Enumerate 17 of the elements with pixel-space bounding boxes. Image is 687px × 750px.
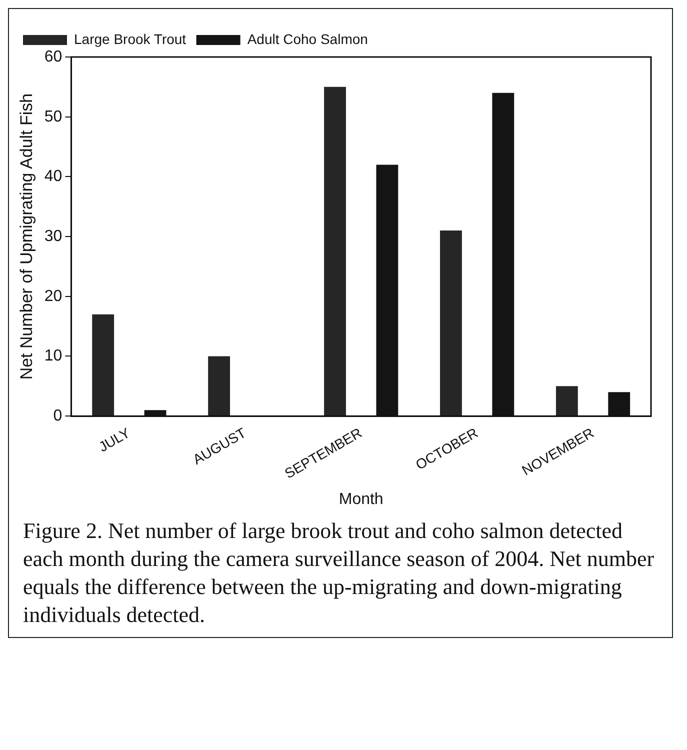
y-tick-label: 10 [44, 348, 62, 365]
bar [556, 386, 578, 416]
bar [440, 230, 462, 416]
y-tick-label: 20 [44, 288, 62, 305]
bar [92, 314, 114, 416]
bar [208, 356, 230, 416]
legend-label: Large Brook Trout [74, 30, 186, 47]
bar [324, 86, 346, 416]
legend-label: Adult Coho Salmon [247, 30, 368, 47]
y-tick-label: 0 [53, 407, 62, 424]
y-axis-title: Net Number of Upmigrating Adult Fish [16, 93, 36, 380]
y-tick-label: 30 [44, 228, 62, 245]
y-tick-label: 60 [44, 48, 62, 66]
y-tick-label: 50 [44, 108, 62, 126]
caption: Figure 2. Net number of large brook trout and coho salmon detected each month during the camera surveillance season of 2004. Net number equals the difference between the up-migrating and down-migrating individuals detected. [22, 517, 656, 629]
y-tick-label: 40 [44, 168, 62, 186]
x-axis-title: Month [338, 490, 384, 508]
